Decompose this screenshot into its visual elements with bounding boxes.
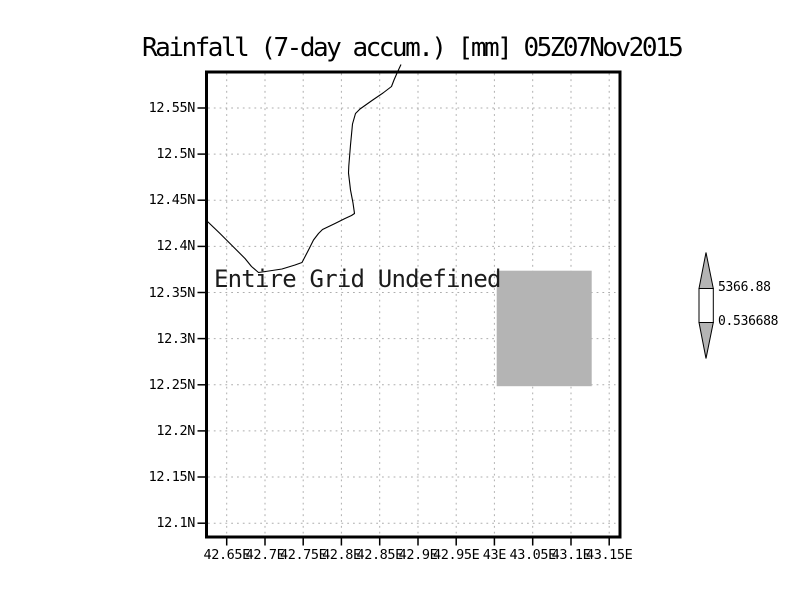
y-tick-label: 12.15N <box>148 469 196 485</box>
y-tick-label: 12.35N <box>148 284 196 301</box>
y-tick-label: 12.3N <box>156 330 195 347</box>
y-tick-label: 12.25N <box>148 376 196 393</box>
grid-lines <box>208 73 616 536</box>
y-tick-label: 12.55N <box>148 100 196 116</box>
x-tick-label: 43.05E <box>509 547 557 563</box>
colorbar-upper-arrow-icon <box>698 252 714 289</box>
x-tick-label: 42.7E <box>245 547 285 563</box>
y-tick-label: 12.2N <box>156 422 195 439</box>
x-tick-label: 42.75E <box>280 547 327 563</box>
x-tick-label: 43.15E <box>586 547 633 563</box>
axis-ticks <box>197 107 610 546</box>
plot-title: Rainfall (7-day accum.) [mm] 05Z07Nov201… <box>142 33 684 63</box>
x-tick-label: 43E <box>482 547 507 563</box>
colorbar <box>698 252 714 359</box>
x-tick-label: 42.9E <box>398 547 438 563</box>
x-tick-label: 42.65E <box>203 547 251 563</box>
plot-border <box>205 70 622 539</box>
colorbar-lower-arrow-icon <box>698 322 714 359</box>
x-tick-label: 42.8E <box>322 547 361 563</box>
y-tick-label: 12.45N <box>148 192 196 209</box>
y-tick-label: 12.1N <box>156 515 195 532</box>
undefined-grid-annotation: Entire Grid Undefined <box>214 265 501 293</box>
undefined-region-cell <box>496 270 592 387</box>
colorbar-min-label: 0.536688 <box>718 314 779 329</box>
colorbar-body <box>698 288 714 323</box>
x-tick-label: 43.1E <box>551 547 591 563</box>
coastline <box>207 64 402 274</box>
y-tick-label: 12.5N <box>156 146 195 163</box>
colorbar-max-label: 5366.88 <box>718 280 771 295</box>
y-tick-label: 12.4N <box>156 238 195 255</box>
x-tick-label: 42.85E <box>356 547 404 563</box>
x-tick-label: 42.95E <box>433 547 480 563</box>
